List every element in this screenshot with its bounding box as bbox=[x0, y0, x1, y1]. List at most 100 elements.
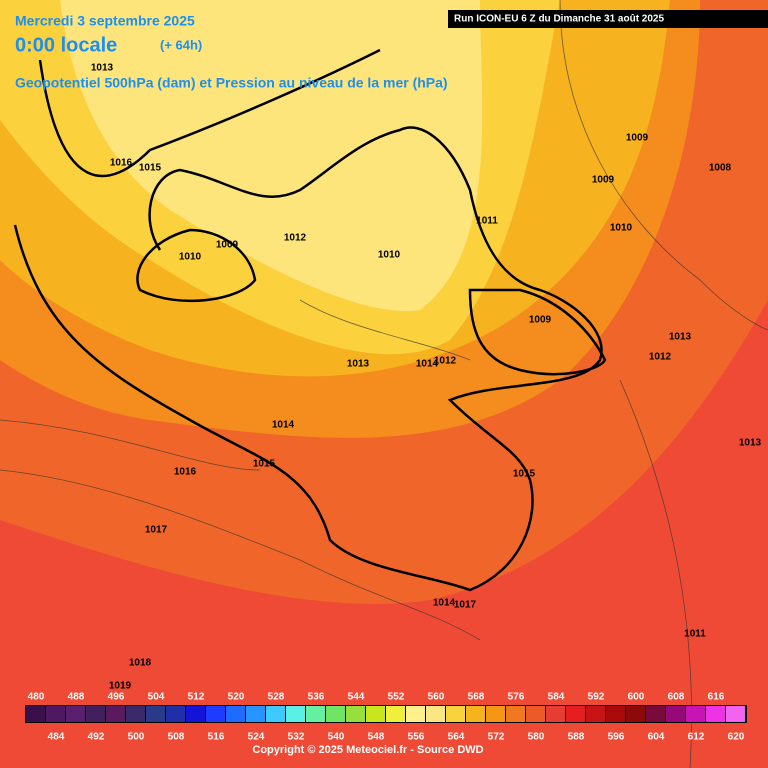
isobar-label: 1009 bbox=[529, 315, 552, 326]
scale-label: 620 bbox=[728, 732, 745, 743]
scale-label: 508 bbox=[168, 732, 185, 743]
color-scale: 480 484 488 492 496 500 504 508 512 516 520 524 528 5… bbox=[25, 692, 747, 743]
scale-label: 576 bbox=[508, 692, 525, 703]
scale-label: 568 bbox=[468, 692, 485, 703]
isobar-label: 1010 bbox=[179, 252, 202, 263]
scale-swatch bbox=[466, 706, 485, 722]
scale-swatch bbox=[126, 706, 145, 722]
scale-swatch bbox=[426, 706, 445, 722]
isobar-label: 1013 bbox=[669, 332, 692, 343]
scale-swatch bbox=[246, 706, 265, 722]
scale-label: 528 bbox=[268, 692, 285, 703]
scale-label: 532 bbox=[288, 732, 305, 743]
scale-swatch bbox=[706, 706, 725, 722]
scale-label: 612 bbox=[688, 732, 705, 743]
time: 0:00 locale bbox=[15, 34, 117, 56]
isobar-label: 1011 bbox=[476, 216, 498, 227]
scale-label: 488 bbox=[68, 692, 85, 703]
isobar-label: 1015 bbox=[513, 469, 536, 480]
scale-swatch bbox=[326, 706, 345, 722]
scale-swatch bbox=[546, 706, 565, 722]
isobar-label: 1011 bbox=[684, 629, 706, 640]
isobars-thick bbox=[13, 48, 607, 592]
scale-swatch bbox=[66, 706, 85, 722]
scale-label: 616 bbox=[708, 692, 725, 703]
isobar-label: 1013 bbox=[91, 63, 114, 74]
isobar-label: 1013 bbox=[347, 359, 370, 370]
scale-label: 572 bbox=[488, 732, 505, 743]
scale-label: 604 bbox=[648, 732, 665, 743]
isobar-label: 1012 bbox=[284, 233, 307, 244]
scale-label: 516 bbox=[208, 732, 225, 743]
scale-label: 552 bbox=[388, 692, 405, 703]
isobar-label: 1010 bbox=[378, 250, 401, 261]
isobar-label: 1012 bbox=[434, 356, 457, 367]
scale-label: 588 bbox=[568, 732, 585, 743]
scale-swatch bbox=[726, 706, 745, 722]
scale-swatch bbox=[106, 706, 125, 722]
scale-label: 564 bbox=[448, 732, 465, 743]
scale-swatch bbox=[446, 706, 465, 722]
scale-label: 592 bbox=[588, 692, 605, 703]
isobar-label: 1013 bbox=[739, 438, 762, 449]
scale-swatch bbox=[606, 706, 625, 722]
scale-label: 492 bbox=[88, 732, 105, 743]
isobar-label: 1012 bbox=[649, 352, 672, 363]
isobar-labels: 1013 1016 1015 1009 1010 1012 1010 1011 1009 1009… bbox=[91, 63, 762, 692]
run-info: Run ICON-EU 6 Z du Dimanche 31 août 2025 bbox=[454, 14, 664, 25]
isobar-label: 1014 bbox=[433, 598, 456, 609]
scale-label: 512 bbox=[188, 692, 205, 703]
scale-label: 496 bbox=[108, 692, 125, 703]
scale-swatch bbox=[586, 706, 605, 722]
scale-swatch bbox=[626, 706, 645, 722]
scale-swatch bbox=[166, 706, 185, 722]
scale-label: 536 bbox=[308, 692, 325, 703]
scale-swatch bbox=[666, 706, 685, 722]
isobar-label: 1017 bbox=[145, 525, 168, 536]
scale-label: 540 bbox=[328, 732, 345, 743]
scale-label: 548 bbox=[368, 732, 385, 743]
scale-swatch bbox=[186, 706, 205, 722]
scale-label: 608 bbox=[668, 692, 685, 703]
scale-label: 584 bbox=[548, 692, 565, 703]
isobar-label: 1014 bbox=[416, 359, 439, 370]
scale-swatch bbox=[686, 706, 705, 722]
scale-swatch bbox=[286, 706, 305, 722]
isobar-label: 1009 bbox=[626, 133, 649, 144]
scale-swatch bbox=[506, 706, 525, 722]
scale-swatch bbox=[366, 706, 385, 722]
date: Mercredi 3 septembre 2025 bbox=[15, 13, 195, 29]
scale-swatch bbox=[206, 706, 225, 722]
isobar-label: 1016 bbox=[110, 158, 133, 169]
scale-swatch bbox=[486, 706, 505, 722]
scale-label: 544 bbox=[348, 692, 365, 703]
isobar-label: 1019 bbox=[109, 681, 132, 692]
isobar-label: 1015 bbox=[139, 163, 162, 174]
isobar-label: 1010 bbox=[610, 223, 633, 234]
scale-label: 524 bbox=[248, 732, 265, 743]
scale-swatch bbox=[646, 706, 665, 722]
scale-swatch bbox=[26, 706, 45, 722]
scale-label: 596 bbox=[608, 732, 625, 743]
isobar-label: 1009 bbox=[592, 175, 615, 186]
scale-swatch bbox=[146, 706, 165, 722]
isobar-label: 1016 bbox=[174, 467, 197, 478]
scale-swatch bbox=[386, 706, 405, 722]
scale-label: 520 bbox=[228, 692, 245, 703]
scale-label: 556 bbox=[408, 732, 425, 743]
scale-label: 504 bbox=[148, 692, 165, 703]
scale-swatch bbox=[346, 706, 365, 722]
isobar-label: 1017 bbox=[454, 600, 477, 611]
scale-swatch bbox=[46, 706, 65, 722]
isobar-label: 1018 bbox=[129, 658, 152, 669]
scale-label: 560 bbox=[428, 692, 445, 703]
scale-label: 484 bbox=[48, 732, 65, 743]
scale-swatch bbox=[526, 706, 545, 722]
scale-swatch bbox=[86, 706, 105, 722]
scale-swatch bbox=[226, 706, 245, 722]
scale-label: 580 bbox=[528, 732, 545, 743]
isobar-label: 1009 bbox=[216, 240, 239, 251]
run-banner bbox=[448, 10, 768, 28]
